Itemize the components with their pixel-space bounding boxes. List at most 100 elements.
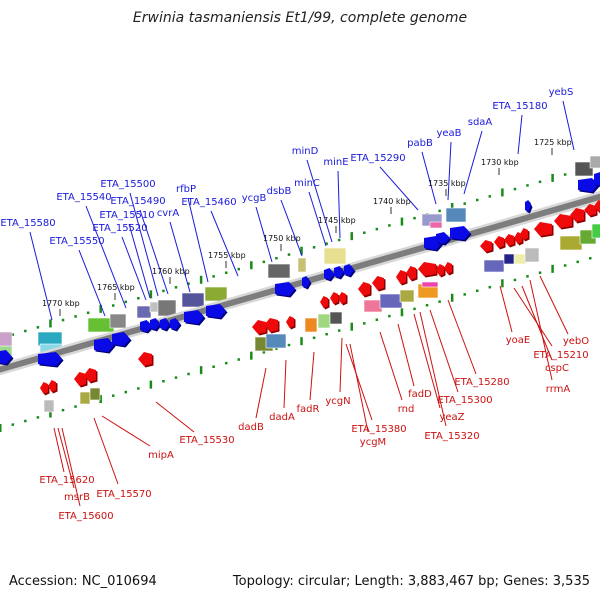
forward-gene-label: minC	[294, 178, 320, 189]
lower-row-major-tick	[300, 337, 303, 346]
lower-row-minor-tick	[563, 264, 567, 267]
forward-gene-arrow	[525, 200, 533, 214]
lower-row-minor-tick	[212, 365, 215, 369]
reverse-gene-arrow	[396, 270, 408, 286]
lower-row-minor-tick	[375, 318, 379, 321]
upper-row-minor-tick	[36, 326, 40, 329]
lower-row-minor-tick	[237, 358, 241, 361]
forward-gene-label: ETA_15180	[492, 101, 547, 112]
upper-row-major-tick	[501, 188, 504, 197]
upper-row-major-tick	[199, 275, 203, 284]
reverse-gene-arrow-body	[372, 276, 384, 290]
reverse-gene-arrow-body	[330, 292, 338, 304]
reverse-gene-leader	[429, 309, 459, 393]
forward-gene-label: ycgB	[242, 193, 267, 204]
forward-gene-arrow-body	[436, 232, 450, 244]
forward-gene-leader	[169, 221, 191, 293]
upper-row-minor-tick	[262, 260, 266, 264]
upper-row-major-tick	[99, 304, 102, 313]
topology-summary: Topology: circular; Length: 3,883,467 bp…	[232, 574, 590, 589]
reverse-gene-arrow	[330, 292, 340, 306]
lower-row-major-tick	[250, 351, 253, 360]
upper-row-minor-tick	[312, 246, 316, 249]
lower-row-minor-tick	[262, 351, 266, 354]
reverse-gene-arrow	[534, 222, 554, 238]
lower-row-major-tick	[350, 322, 353, 331]
lower-row-minor-tick	[275, 347, 278, 350]
reverse-gene-label: ETA_15570	[96, 489, 151, 500]
forward-gene-arrow-body	[334, 266, 344, 278]
upper-row-minor-tick	[111, 304, 115, 307]
forward-gene-arrow	[324, 268, 336, 282]
reverse-gene-leader	[397, 323, 415, 387]
forward-gene-leader	[121, 236, 147, 301]
tick-dot-rows	[0, 166, 592, 432]
forward-gene-leader	[139, 209, 169, 295]
upper-row-major-tick	[149, 290, 153, 299]
lower-row-minor-tick	[538, 271, 542, 274]
upper-row-major-tick	[300, 246, 303, 255]
upper-row-minor-tick	[413, 216, 416, 220]
upper-row-minor-tick	[538, 180, 542, 184]
reverse-gene-label: yebO	[563, 336, 589, 347]
reverse-gene-arrow-body	[570, 208, 584, 222]
reverse-gene-arrow-body	[320, 296, 328, 308]
lower-row-major-tick	[99, 395, 102, 404]
reverse-gene-arrow	[264, 318, 280, 334]
lower-row-minor-tick	[36, 416, 40, 419]
feature-box	[559, 235, 583, 251]
forward-gene-label: minD	[292, 146, 319, 157]
forward-gene-leader	[308, 191, 327, 247]
forward-gene-leader	[29, 231, 53, 321]
feature-box	[524, 247, 540, 263]
feature-box	[0, 331, 13, 349]
forward-gene-arrow	[38, 352, 64, 368]
lower-row-major-tick	[501, 279, 504, 288]
reverse-gene-arrow-body	[84, 368, 96, 382]
reverse-gene-label: ETA_15380	[351, 424, 406, 435]
feature-box	[109, 313, 127, 329]
reverse-gene-arrow-body	[396, 270, 406, 284]
feature-box	[399, 289, 415, 303]
feature-box	[329, 311, 343, 325]
lower-row-major-tick	[551, 264, 554, 273]
feature-box	[513, 253, 527, 265]
kbp-tick-label: 1770 kbp	[42, 299, 80, 308]
feature-box	[265, 333, 287, 349]
forward-gene-arrow	[184, 310, 206, 326]
forward-gene-arrow	[436, 232, 452, 246]
kbp-tick-label: 1735 kbp	[428, 179, 466, 188]
map-title: Erwinia tasmaniensis Et1/99, complete ge…	[132, 10, 468, 26]
kbp-tick-label: 1760 kbp	[152, 267, 190, 276]
upper-row-minor-tick	[237, 267, 241, 271]
forward-gene-arrow-body	[525, 200, 531, 212]
forward-gene-arrow-body	[344, 264, 354, 276]
reverse-gene-label: ycgM	[360, 437, 386, 448]
forward-gene-arrow-body	[324, 268, 334, 280]
lower-row-minor-tick	[174, 376, 178, 379]
lower-row-minor-tick	[162, 379, 165, 383]
forward-gene-label: sdaA	[468, 117, 493, 128]
upper-row-minor-tick	[61, 318, 65, 322]
reverse-gene-arrow	[480, 240, 494, 254]
reverse-gene-arrow	[444, 262, 454, 276]
feature-box	[317, 313, 331, 329]
reverse-gene-label: rnd	[398, 404, 415, 415]
kbp-tick-label: 1750 kbp	[263, 234, 301, 243]
forward-gene-leader	[562, 100, 575, 151]
lower-row-major-tick	[450, 293, 454, 302]
forward-gene-leader	[379, 166, 419, 211]
lower-row-major-tick	[400, 308, 404, 317]
reverse-gene-arrow-body	[74, 372, 86, 386]
lower-row-minor-tick	[425, 304, 429, 307]
reverse-gene-arrow-body	[138, 352, 152, 366]
reverse-gene-arrow	[320, 296, 330, 310]
forward-gene-arrow-body	[0, 350, 12, 364]
reverse-gene-label: rrmA	[546, 384, 571, 395]
forward-gene-arrow-body	[150, 318, 160, 330]
upper-row-minor-tick	[174, 286, 178, 289]
reverse-gene-arrow	[358, 282, 372, 298]
upper-row-minor-tick	[86, 311, 90, 315]
upper-row-minor-tick	[488, 195, 492, 198]
accession-text: Accession: NC_010694	[9, 574, 157, 589]
